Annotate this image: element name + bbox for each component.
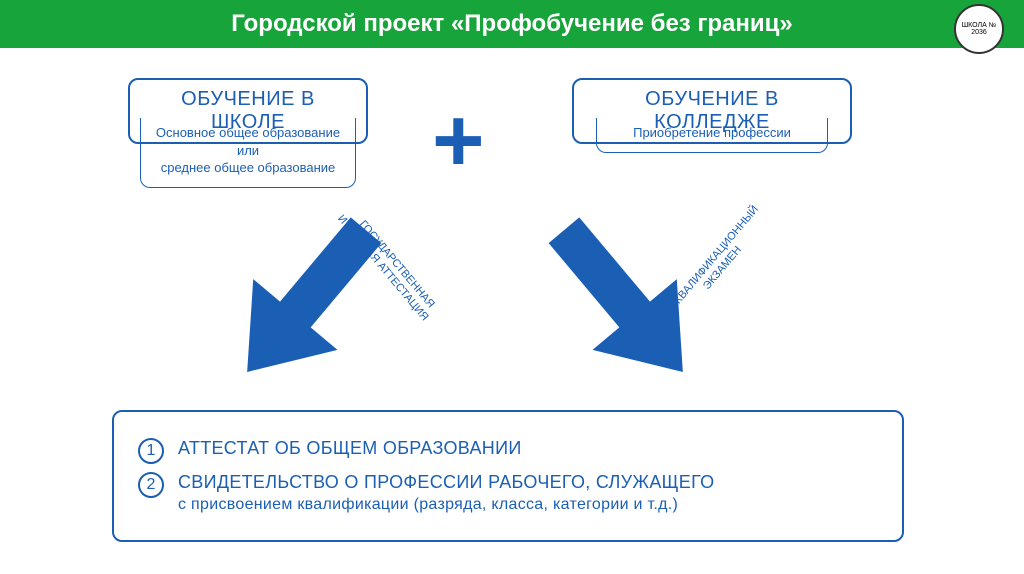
diagram-content: ОБУЧЕНИЕ В ШКОЛЕ Основное общее образова… [0, 48, 1024, 574]
school-logo-icon: ШКОЛА № 2036 [954, 4, 1004, 54]
result-num-1: 1 [138, 438, 164, 464]
page-title: Городской проект «Профобучение без грани… [231, 10, 793, 38]
header: Городской проект «Профобучение без грани… [0, 0, 1024, 48]
box-school-sub: Основное общее образованиеилисреднее общ… [140, 118, 356, 188]
result-row-1: 1 АТТЕСТАТ ОБ ОБЩЕМ ОБРАЗОВАНИИ [138, 436, 878, 464]
result-row-2: 2 СВИДЕТЕЛЬСТВО О ПРОФЕССИИ РАБОЧЕГО, СЛ… [138, 470, 878, 516]
result-num-2: 2 [138, 472, 164, 498]
result-box: 1 АТТЕСТАТ ОБ ОБЩЕМ ОБРАЗОВАНИИ 2 СВИДЕТ… [112, 410, 904, 542]
result-text-2: СВИДЕТЕЛЬСТВО О ПРОФЕССИИ РАБОЧЕГО, СЛУЖ… [178, 470, 714, 516]
plus-icon: + [432, 96, 485, 186]
box-college-sub: Приобретение профессии [596, 118, 828, 153]
result-text-1: АТТЕСТАТ ОБ ОБЩЕМ ОБРАЗОВАНИИ [178, 436, 522, 460]
